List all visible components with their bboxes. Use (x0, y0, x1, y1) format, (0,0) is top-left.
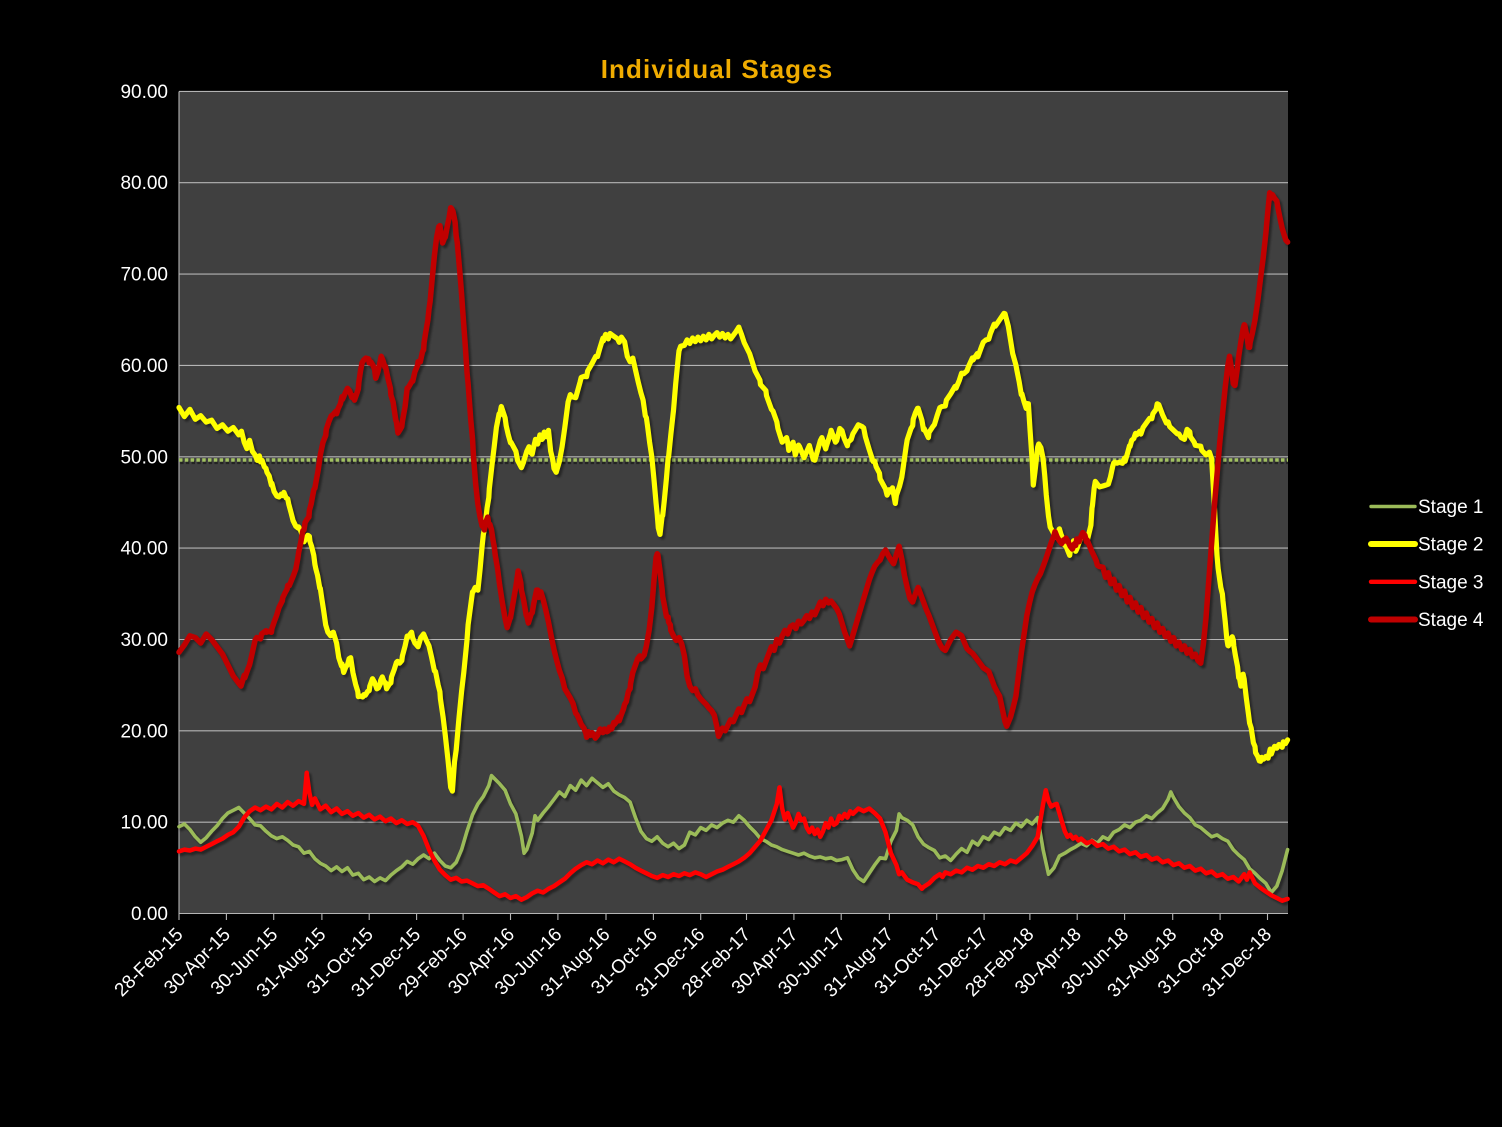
svg-text:10.00: 10.00 (120, 813, 168, 834)
svg-text:Stage 4: Stage 4 (1418, 610, 1484, 631)
svg-text:Individual Stages: Individual Stages (601, 54, 834, 84)
svg-text:30.00: 30.00 (120, 630, 168, 651)
svg-text:Stage 2: Stage 2 (1418, 535, 1484, 556)
svg-text:80.00: 80.00 (120, 173, 168, 194)
svg-text:60.00: 60.00 (120, 356, 168, 377)
svg-text:0.00: 0.00 (131, 904, 168, 925)
svg-text:90.00: 90.00 (120, 82, 168, 103)
svg-text:70.00: 70.00 (120, 265, 168, 286)
svg-text:50.00: 50.00 (120, 447, 168, 468)
svg-text:Stage 3: Stage 3 (1418, 572, 1484, 593)
svg-text:Stage 1: Stage 1 (1418, 497, 1484, 518)
svg-text:20.00: 20.00 (120, 721, 168, 742)
svg-text:40.00: 40.00 (120, 539, 168, 560)
